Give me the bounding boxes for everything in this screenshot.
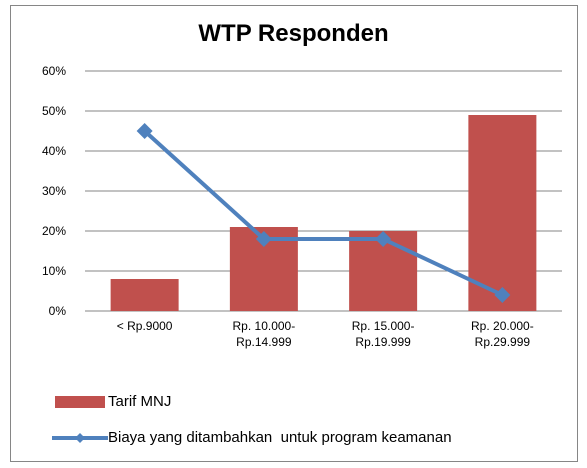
legend-label: Tarif MNJ	[108, 393, 172, 410]
x-tick-label: Rp. 15.000- Rp.19.999	[351, 319, 415, 349]
y-tick-label: 50%	[41, 104, 66, 118]
x-tick-label: Rp. 10.000- Rp.14.999	[232, 319, 296, 349]
y-tick-label: 10%	[41, 264, 66, 278]
legend-label: Biaya yang ditambahkan untuk program kea…	[108, 429, 452, 446]
bar	[468, 115, 537, 311]
line	[143, 129, 504, 297]
legend-marker	[75, 433, 85, 443]
x-tick-label: Rp. 20.000- Rp.29.999	[471, 319, 534, 349]
y-tick-label: 0%	[48, 304, 66, 318]
legend-swatch	[55, 396, 105, 408]
y-tick-label: 40%	[41, 144, 66, 158]
line-marker	[255, 231, 272, 247]
y-tick-label: 30%	[41, 184, 66, 198]
bar	[110, 279, 179, 311]
line-marker	[494, 287, 511, 303]
line-marker	[136, 123, 153, 139]
chart-title: WTP Responden	[198, 20, 389, 47]
y-tick-label: 60%	[41, 64, 66, 78]
line-marker	[375, 231, 392, 247]
x-tick-label: < Rp.9000	[116, 319, 173, 333]
y-tick-label: 20%	[41, 224, 66, 238]
